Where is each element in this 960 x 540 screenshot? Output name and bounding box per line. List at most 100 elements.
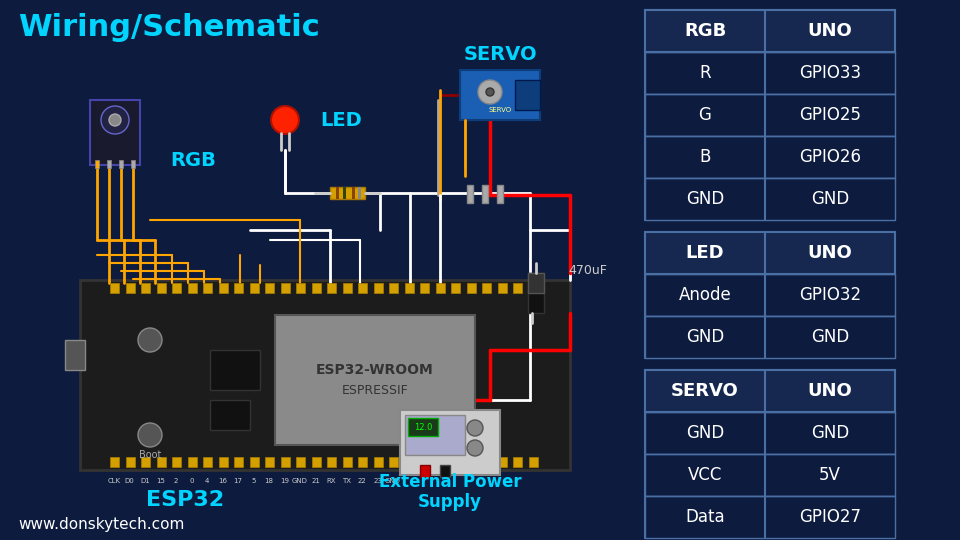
Text: GPIO25: GPIO25 [799, 106, 861, 124]
Bar [172, 283, 181, 293]
Bar [250, 457, 258, 467]
Bar [645, 454, 895, 496]
Bar [645, 178, 895, 220]
Bar [265, 457, 274, 467]
Bar [405, 415, 465, 455]
Text: GPIO32: GPIO32 [799, 286, 861, 304]
Text: External Power
Supply: External Power Supply [378, 472, 521, 511]
Text: CLK: CLK [108, 478, 121, 484]
Bar [467, 457, 475, 467]
Bar [275, 315, 475, 445]
Bar [280, 457, 290, 467]
Text: GND: GND [811, 328, 850, 346]
Bar [210, 350, 260, 390]
Bar [110, 283, 119, 293]
Bar [645, 94, 895, 136]
Text: ESP32: ESP32 [146, 490, 224, 510]
Bar [645, 274, 895, 316]
Bar [373, 283, 382, 293]
Bar [420, 457, 429, 467]
Circle shape [138, 423, 162, 447]
Text: VCC: VCC [687, 466, 722, 484]
Bar [389, 457, 398, 467]
Bar [467, 185, 473, 203]
Text: 17: 17 [233, 478, 243, 484]
Text: 5V: 5V [819, 466, 841, 484]
Bar [172, 457, 181, 467]
Text: SERVO: SERVO [489, 107, 512, 113]
Text: GPIO33: GPIO33 [799, 64, 861, 82]
Text: 0: 0 [189, 478, 194, 484]
Text: RGB: RGB [684, 22, 726, 40]
Bar [141, 283, 150, 293]
Text: RX: RX [326, 478, 336, 484]
Bar [482, 457, 491, 467]
Bar [497, 185, 503, 203]
Bar [373, 457, 382, 467]
Bar [645, 370, 895, 538]
Bar [126, 283, 134, 293]
Text: 2: 2 [174, 478, 179, 484]
Bar [187, 457, 197, 467]
Bar [203, 283, 212, 293]
Bar [296, 457, 305, 467]
Text: D1: D1 [140, 478, 150, 484]
Text: 19: 19 [280, 478, 289, 484]
Text: GND: GND [685, 424, 724, 442]
Bar [482, 283, 491, 293]
Bar [645, 232, 895, 358]
Circle shape [478, 80, 502, 104]
Text: GPIO27: GPIO27 [799, 508, 861, 526]
Bar [451, 283, 460, 293]
Bar [645, 370, 895, 412]
Circle shape [486, 88, 494, 96]
Bar [358, 457, 367, 467]
Bar [482, 185, 488, 203]
Text: www.donskytech.com: www.donskytech.com [18, 517, 184, 532]
Bar [497, 457, 507, 467]
Bar [327, 457, 336, 467]
Bar [234, 283, 243, 293]
Bar [343, 187, 346, 199]
Bar [219, 457, 228, 467]
Bar [436, 457, 444, 467]
Text: GND: GND [811, 424, 850, 442]
Bar [358, 283, 367, 293]
Bar [234, 457, 243, 467]
Text: UNO: UNO [807, 22, 852, 40]
Text: B: B [699, 148, 710, 166]
Bar [645, 316, 895, 358]
Bar [513, 457, 522, 467]
Text: D0: D0 [125, 478, 134, 484]
Bar [497, 283, 507, 293]
Text: SERVO: SERVO [463, 45, 537, 64]
Bar [400, 410, 500, 475]
Bar [311, 457, 321, 467]
Text: Boot: Boot [139, 450, 161, 460]
Bar [156, 457, 165, 467]
Text: 22: 22 [358, 478, 367, 484]
Text: LED: LED [685, 244, 724, 262]
Bar [210, 400, 250, 430]
Text: 12.0: 12.0 [414, 422, 432, 431]
Circle shape [467, 440, 483, 456]
Text: 15: 15 [156, 478, 165, 484]
Bar [219, 283, 228, 293]
Bar [645, 232, 895, 274]
Text: GND: GND [685, 328, 724, 346]
Bar [141, 457, 150, 467]
Bar [352, 187, 355, 199]
Bar [528, 273, 544, 293]
Bar [126, 457, 134, 467]
Bar [529, 283, 538, 293]
Bar [156, 283, 165, 293]
Text: ESPRESSIF: ESPRESSIF [342, 383, 408, 396]
Bar [451, 457, 460, 467]
Text: 4: 4 [204, 478, 209, 484]
Bar [265, 283, 274, 293]
Bar [95, 160, 99, 168]
Bar [436, 283, 444, 293]
Text: GND: GND [385, 478, 401, 484]
Bar [404, 283, 414, 293]
Bar [404, 457, 414, 467]
